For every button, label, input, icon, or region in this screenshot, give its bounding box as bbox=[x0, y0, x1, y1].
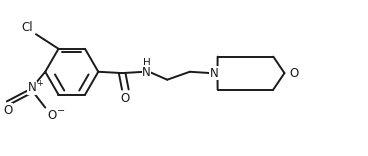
Text: O: O bbox=[121, 92, 130, 105]
Text: N: N bbox=[142, 66, 151, 79]
Text: O: O bbox=[3, 104, 12, 117]
Text: Cl: Cl bbox=[21, 21, 33, 34]
Text: −: − bbox=[57, 106, 66, 116]
Text: N: N bbox=[210, 67, 219, 80]
Text: H: H bbox=[143, 58, 151, 68]
Text: +: + bbox=[37, 79, 43, 88]
Text: O: O bbox=[47, 109, 57, 122]
Text: O: O bbox=[289, 67, 298, 80]
Text: N: N bbox=[28, 81, 36, 94]
